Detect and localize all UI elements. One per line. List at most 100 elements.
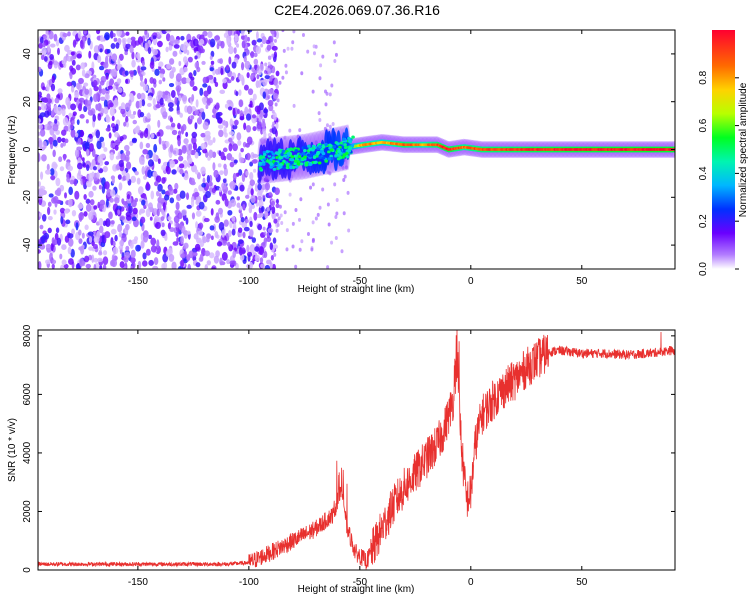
spectrogram-noise-speck — [239, 254, 245, 261]
spectrogram-noise-speck — [53, 104, 58, 114]
spectrogram-noise-speck — [116, 30, 122, 37]
spectrogram-noise-speck — [321, 187, 325, 192]
spectrogram-x-label: Height of straight line (km) — [298, 284, 415, 295]
spectrogram-ridge-blob — [308, 147, 313, 151]
spectrogram-noise-speck — [252, 93, 257, 101]
spectrogram-noise-speck — [285, 247, 289, 252]
spectrogram-noise-speck — [141, 60, 145, 67]
spectrogram-noise-speck — [141, 99, 146, 107]
spectrogram-noise-speck — [220, 40, 225, 49]
spectrogram-noise-speck — [49, 168, 55, 176]
spectrogram-noise-speck — [193, 70, 197, 77]
spectrogram-ridge-blob — [332, 144, 337, 149]
spectrogram-noise-speck — [70, 51, 75, 56]
spectrogram-noise-speck — [68, 258, 74, 265]
spectrogram-noise-speck — [249, 220, 253, 228]
spectrogram-noise-speck — [159, 97, 164, 106]
spectrogram-noise-speck — [144, 30, 148, 35]
spectrogram-noise-speck — [229, 180, 236, 190]
spectrogram-ridge-blob — [314, 160, 318, 164]
spectrogram-noise-speck — [77, 203, 84, 209]
spectrogram-noise-speck — [317, 111, 321, 116]
spectrogram-ridge-blob — [342, 153, 347, 157]
spectrogram-noise-speck — [276, 223, 280, 228]
spectrogram-noise-speck — [183, 66, 188, 73]
spectrogram-noise-speck — [250, 50, 255, 59]
spectrogram-noise-speck — [256, 121, 262, 130]
spectrogram-noise-speck — [91, 171, 95, 178]
spectrogram-noise-speck — [108, 102, 114, 108]
spectrogram-noise-speck — [185, 192, 190, 200]
spectrogram-noise-speck — [190, 149, 197, 156]
spectrogram-noise-speck — [276, 98, 280, 103]
spectrogram-noise-speck — [87, 231, 94, 236]
spectrogram-noise-speck — [91, 61, 95, 70]
spectrogram-noise-speck — [180, 43, 186, 51]
spectrogram-ridge-blob — [336, 157, 341, 161]
spectrogram-noise-speck — [230, 199, 237, 207]
spectrogram-noise-speck — [224, 103, 230, 109]
spectrogram-noise-speck — [299, 197, 303, 202]
spectrogram-noise-speck — [233, 159, 238, 164]
spectrogram-noise-speck — [267, 88, 274, 95]
spectrogram-noise-speck — [65, 96, 71, 106]
snr-x-label: Height of straight line (km) — [298, 584, 415, 595]
spectrogram-noise-speck — [134, 197, 139, 203]
spectrogram-noise-speck — [202, 76, 208, 84]
spectrogram-noise-speck — [111, 68, 118, 78]
spectrogram-noise-speck — [161, 208, 165, 215]
spectrogram-noise-speck — [202, 236, 207, 244]
spectrogram-noise-speck — [316, 212, 320, 217]
spectrogram-noise-speck — [221, 251, 228, 261]
spectrogram-noise-speck — [146, 112, 151, 119]
spectrogram-noise-speck — [179, 168, 184, 175]
spectrogram-noise-speck — [309, 185, 313, 190]
spectrogram-noise-speck — [214, 231, 219, 238]
spectrogram-noise-speck — [140, 216, 146, 224]
spectrogram-noise-speck — [268, 104, 274, 112]
spectrogram-noise-speck — [333, 59, 337, 64]
spectrogram-noise-speck — [142, 234, 149, 243]
spectrogram-noise-speck — [234, 119, 239, 126]
spectrogram-noise-speck — [102, 165, 108, 173]
spectrogram-noise-speck — [266, 44, 272, 51]
spectrogram-noise-speck — [162, 111, 168, 120]
spectrogram-noise-speck — [169, 159, 176, 168]
spectrogram-noise-speck — [50, 175, 56, 181]
spectrogram-noise-speck — [207, 139, 214, 146]
spectrogram-noise-speck — [97, 201, 101, 208]
spectrogram-noise-speck — [51, 75, 56, 84]
spectrogram-noise-speck — [165, 33, 171, 42]
spectrogram-noise-speck — [97, 165, 101, 170]
spectrogram-noise-speck — [331, 122, 335, 127]
spectrogram-noise-speck — [140, 92, 146, 102]
spectrogram-noise-speck — [145, 248, 151, 256]
spectrogram-noise-speck — [117, 58, 121, 67]
spectrogram-noise-speck — [232, 124, 238, 130]
spectrogram-noise-speck — [47, 227, 52, 234]
spectrogram-noise-speck — [86, 148, 90, 157]
spectrogram-noise-speck — [92, 166, 97, 171]
spectrogram-noise-speck — [272, 263, 276, 269]
spectrogram-noise-speck — [92, 185, 97, 191]
spectrogram-noise-speck — [262, 254, 266, 259]
spectrogram-noise-speck — [154, 68, 160, 77]
spectrogram-noise-speck — [250, 188, 254, 196]
spectrogram-noise-speck — [243, 84, 249, 91]
spectrogram-noise-speck — [192, 142, 197, 151]
spectrogram-noise-speck — [118, 53, 124, 61]
spectrogram-noise-speck — [262, 241, 266, 246]
spectrogram-noise-speck — [71, 228, 75, 235]
spectrogram-y-tick-label: -40 — [22, 237, 33, 252]
spectrogram-noise-speck — [153, 257, 159, 266]
spectrogram-noise-speck — [119, 240, 124, 246]
spectrogram-noise-speck — [214, 35, 220, 41]
spectrogram-noise-speck — [96, 55, 102, 63]
spectrogram-noise-speck — [98, 184, 102, 190]
spectrogram-ridge-blob — [303, 149, 307, 153]
spectrogram-noise-speck — [280, 221, 284, 226]
spectrogram-noise-speck — [245, 113, 252, 121]
spectrogram-noise-speck — [186, 105, 193, 115]
spectrogram-noise-speck — [294, 264, 298, 269]
spectrogram-noise-speck — [60, 264, 64, 269]
